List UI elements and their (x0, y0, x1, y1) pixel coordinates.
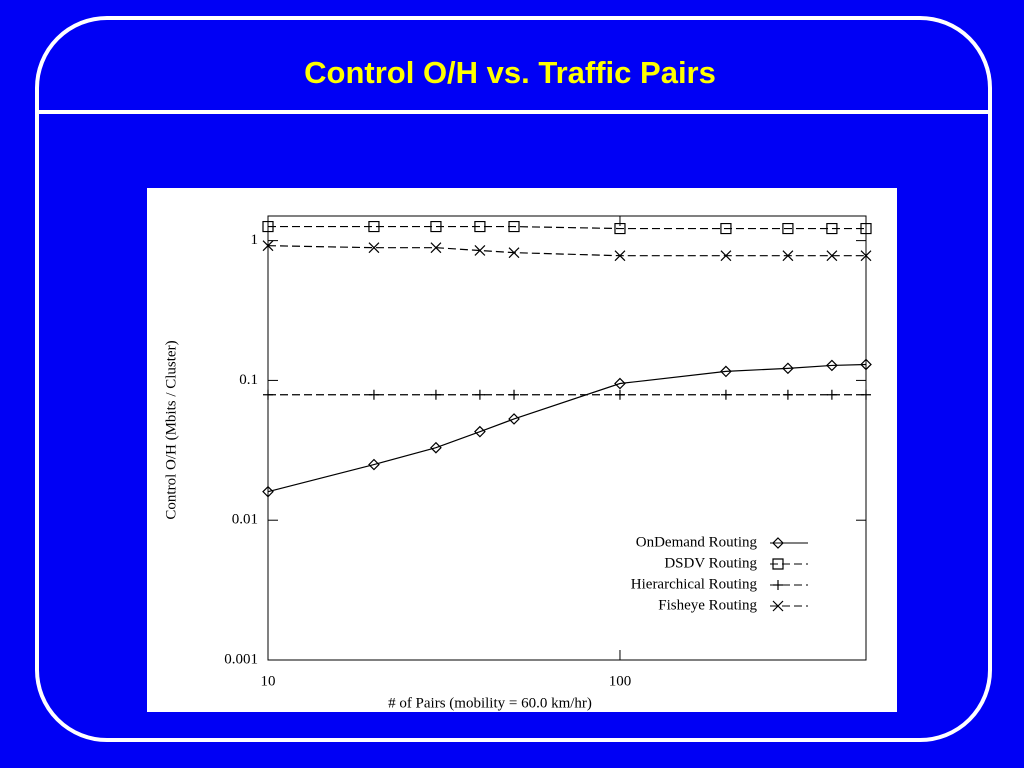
marker (430, 389, 441, 400)
legend-marker (772, 600, 784, 612)
marker (614, 222, 626, 235)
marker (430, 441, 442, 454)
marker (860, 250, 872, 262)
marker (614, 377, 626, 390)
marker (614, 250, 626, 262)
marker (509, 389, 520, 400)
series-line (267, 363, 867, 493)
marker (263, 389, 273, 400)
y-tick-label: 0.1 (239, 372, 258, 388)
series-line (268, 225, 866, 230)
marker (826, 222, 838, 235)
y-axis-label: Control O/H (Mbits / Cluster) (163, 340, 179, 519)
legend-marker (772, 558, 784, 570)
legend-label: DSDV Routing (664, 555, 757, 571)
plot-frame (267, 215, 867, 661)
y-tick-label: 0.01 (232, 512, 258, 528)
x-tick-label: 100 (609, 673, 632, 689)
marker (860, 358, 872, 371)
legend-marker (773, 580, 783, 590)
marker (860, 222, 872, 235)
marker (720, 222, 732, 235)
marker (614, 389, 625, 400)
marker (782, 222, 794, 235)
marker (720, 389, 731, 400)
marker (262, 220, 274, 233)
marker (782, 250, 794, 262)
marker (368, 389, 379, 400)
series-line (267, 245, 866, 257)
marker (508, 220, 520, 233)
marker (474, 389, 485, 400)
legend-label: Hierarchical Routing (631, 576, 758, 592)
x-axis-label: # of Pairs (mobility = 60.0 km/hr) (388, 695, 592, 711)
marker (368, 242, 380, 254)
marker (826, 359, 838, 372)
y-tick-label: 1 (251, 232, 259, 248)
marker (474, 425, 486, 438)
marker (430, 220, 442, 233)
marker (368, 220, 380, 233)
marker (720, 250, 732, 262)
slide-frame (35, 16, 992, 742)
marker (430, 242, 442, 254)
marker (368, 458, 380, 471)
marker (826, 250, 838, 262)
marker (508, 247, 520, 259)
x-tick-label: 10 (261, 673, 276, 689)
legend-label: OnDemand Routing (636, 534, 758, 550)
marker (262, 240, 274, 252)
marker (782, 389, 793, 400)
marker (861, 389, 871, 400)
y-tick-label: 0.001 (224, 651, 258, 667)
marker (508, 413, 520, 425)
marker (262, 485, 274, 498)
legend-marker (772, 537, 784, 549)
slide-title: Control O/H vs. Traffic Pairs (304, 55, 716, 90)
marker (826, 389, 837, 400)
legend-label: Fisheye Routing (658, 597, 757, 613)
marker (474, 245, 486, 256)
chart-background (147, 188, 897, 712)
marker (782, 362, 794, 375)
marker (474, 220, 486, 233)
marker (720, 365, 732, 378)
